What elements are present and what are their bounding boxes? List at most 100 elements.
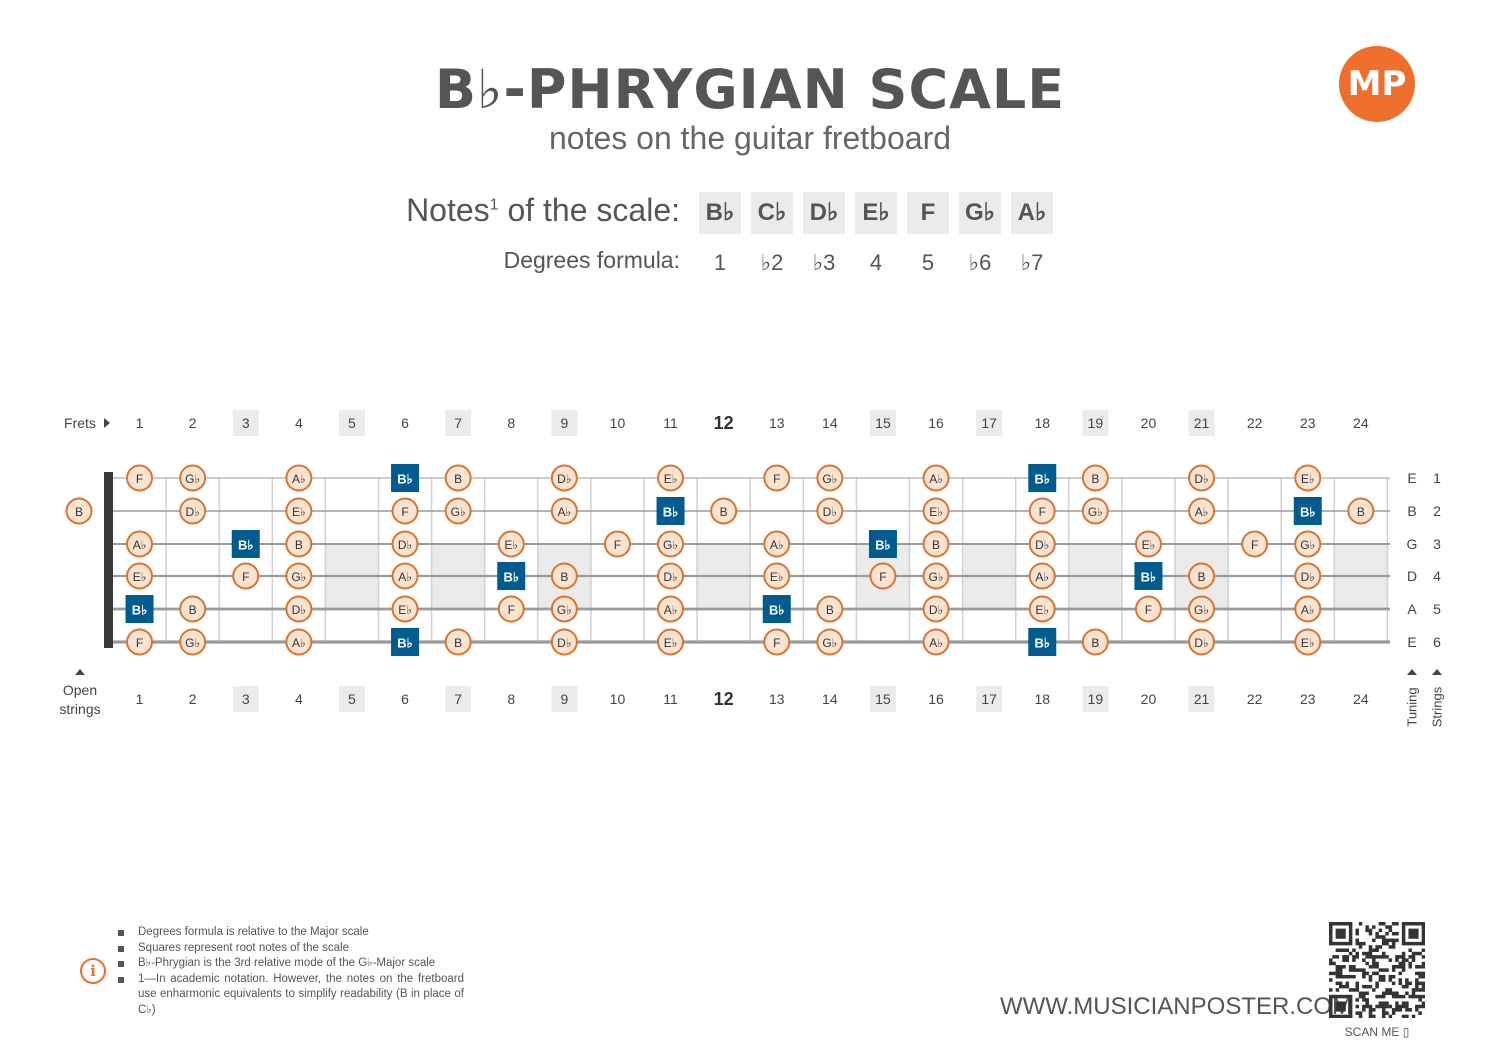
note-label: A♭ [1301, 603, 1315, 617]
fret-number: 10 [610, 415, 626, 431]
root-note-square [1028, 628, 1057, 656]
note-label: F [614, 538, 621, 552]
note-marker [1294, 562, 1322, 590]
note-marker [391, 562, 419, 590]
fret-number: 21 [1194, 415, 1210, 431]
fret-number: 1 [136, 691, 144, 707]
note-marker [657, 530, 685, 558]
page-title: B♭-PHRYGIAN SCALE [434, 58, 1066, 121]
note-marker [285, 562, 313, 590]
scale-note-box: E♭ [855, 192, 897, 234]
scale-note-box: F [907, 192, 949, 234]
scale-note-box: A♭ [1011, 192, 1053, 234]
scale-degree: ♭3 [812, 250, 836, 275]
note-label: E♭ [1035, 603, 1049, 617]
fret-number: 16 [928, 415, 944, 431]
root-note-square [125, 595, 154, 623]
fret-number: 4 [295, 415, 303, 431]
scale-degree: 4 [869, 250, 883, 275]
qr-code-icon[interactable] [1329, 922, 1425, 1018]
note-label: G♭ [1300, 538, 1315, 552]
note-marker [1188, 595, 1216, 623]
note-marker [497, 595, 525, 623]
note-label: D♭ [185, 505, 199, 519]
note-marker [657, 595, 685, 623]
note-label: D♭ [929, 603, 943, 617]
fret-number: 11 [663, 415, 678, 431]
note-label: A♭ [664, 603, 678, 617]
scale-degree: 1 [713, 250, 727, 275]
fret-number: 23 [1300, 415, 1316, 431]
note-marker [922, 628, 950, 656]
note-marker [1294, 464, 1322, 492]
note-label: A♭ [292, 472, 306, 486]
note-marker [816, 497, 844, 525]
fret-number: 23 [1300, 691, 1316, 707]
root-note-label: B♭ [769, 603, 785, 618]
string-tuning: E [1407, 470, 1416, 486]
note-label: A♭ [1195, 505, 1209, 519]
note-label: A♭ [1035, 570, 1049, 584]
note-marker [126, 628, 154, 656]
fret-number: 5 [348, 415, 356, 431]
note-marker [550, 464, 578, 492]
note-label: D♭ [1035, 538, 1049, 552]
note-label: A♭ [929, 472, 943, 486]
note-marker [285, 595, 313, 623]
note-marker [1294, 530, 1322, 558]
fret-number: 3 [242, 415, 250, 431]
note-marker [922, 595, 950, 623]
fret-number: 21 [1194, 691, 1210, 707]
note-marker [126, 530, 154, 558]
note-marker [1134, 595, 1162, 623]
root-note-label: B♭ [503, 570, 519, 585]
note-label: G♭ [185, 472, 200, 486]
root-note-label: B♭ [397, 636, 413, 651]
note-label: B [720, 505, 728, 519]
fret-number: 9 [560, 691, 568, 707]
note-marker [922, 530, 950, 558]
note-label: E♭ [1301, 636, 1315, 650]
fret-number: 16 [928, 691, 944, 707]
string-tuning: G [1407, 536, 1418, 552]
root-note-square [391, 464, 420, 492]
fret-number-highlight [869, 686, 896, 712]
fret-number: 2 [189, 691, 197, 707]
strings-label: Strings [1430, 686, 1445, 727]
frets-arrow-icon [104, 418, 110, 428]
string-tuning: B [1407, 503, 1416, 519]
frets-label: Frets [64, 415, 96, 431]
fret-number-highlight [445, 686, 472, 712]
note-label: F [879, 570, 886, 584]
root-note-square [497, 562, 526, 590]
scale-note-box: C♭ [751, 192, 793, 234]
note-label: B [1198, 570, 1206, 584]
footnote-item: Squares represent root notes of the scal… [116, 941, 464, 957]
string-tuning: A [1407, 601, 1417, 617]
note-label: E♭ [929, 505, 943, 519]
strings-arrow-icon [1432, 669, 1442, 675]
note-label: D♭ [398, 538, 412, 552]
website-link[interactable]: WWW.MUSICIANPOSTER.COM [1000, 993, 1352, 1020]
note-label: B [295, 538, 303, 552]
fret-number-highlight [1188, 410, 1215, 436]
fret-number-highlight [869, 410, 896, 436]
note-marker [763, 464, 791, 492]
fret-number: 18 [1034, 691, 1050, 707]
note-marker [285, 628, 313, 656]
scale-degree: ♭7 [1020, 250, 1044, 275]
note-label: E♭ [1142, 538, 1156, 552]
scale-degree: 5 [921, 250, 935, 275]
root-note-label: B♭ [1034, 636, 1050, 651]
note-marker [1188, 497, 1216, 525]
note-marker [285, 464, 313, 492]
note-label: D♭ [1194, 636, 1208, 650]
note-label: A♭ [770, 538, 784, 552]
string-number: 5 [1433, 601, 1441, 617]
note-marker [816, 464, 844, 492]
note-label: G♭ [822, 472, 837, 486]
scale-degree: ♭6 [968, 250, 992, 275]
page-subtitle: notes on the guitar fretboard [548, 120, 952, 156]
phone-icon: ▯ [1402, 1025, 1410, 1039]
scale-degree: ♭2 [760, 250, 784, 275]
